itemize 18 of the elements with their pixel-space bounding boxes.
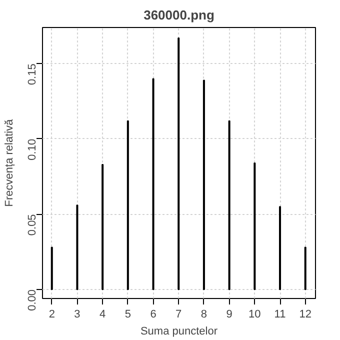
x-tick-label: 8 (200, 308, 208, 320)
chart-title: 360000.png (144, 8, 214, 22)
x-tick-label: 11 (274, 308, 286, 320)
y-tick-label: 0.15 (26, 64, 38, 86)
y-tick-label: 0.00 (26, 289, 38, 311)
x-tick-label: 6 (150, 308, 156, 320)
x-tick-label: 5 (124, 308, 131, 320)
x-axis-title: Suma punctelor (140, 326, 218, 338)
x-tick-label: 4 (100, 308, 106, 320)
x-tick-label: 7 (176, 308, 182, 320)
x-tick-label: 2 (48, 308, 55, 320)
y-axis-title: Frecvența relativă (4, 118, 16, 207)
x-tick-label: 12 (299, 308, 312, 320)
y-tick-label: 0.10 (26, 138, 38, 160)
x-tick-label: 3 (74, 308, 80, 320)
y-tick-label: 0.05 (26, 214, 38, 236)
x-tick-label: 10 (248, 308, 261, 320)
x-tick-label: 9 (226, 308, 232, 320)
